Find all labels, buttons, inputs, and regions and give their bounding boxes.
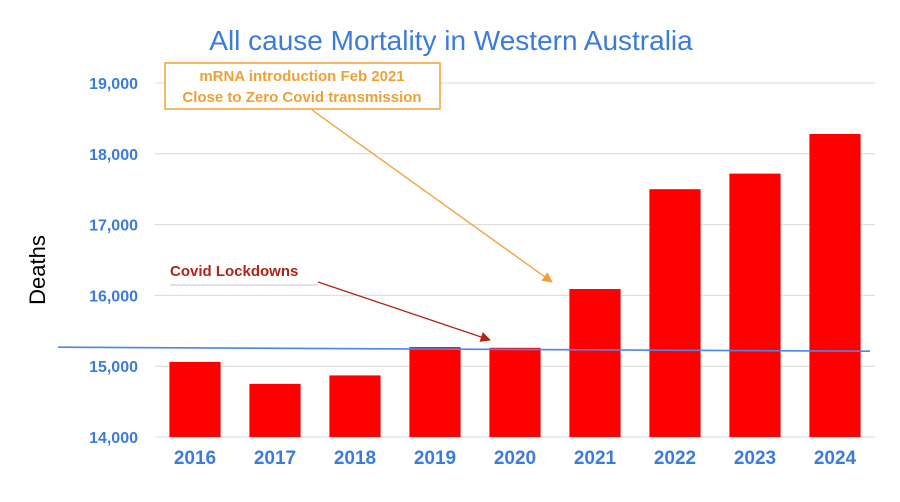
annotation-mrna-arrow: [311, 109, 553, 283]
annotation-mrna: mRNA introduction Feb 2021 Close to Zero…: [164, 62, 553, 283]
y-tick-label: 17,000: [89, 218, 138, 235]
annotation-mrna-line-2: Close to Zero Covid transmission: [182, 89, 421, 106]
bar-2019: [409, 347, 461, 437]
x-tick-label: 2020: [494, 448, 536, 469]
bar-2024: [809, 133, 861, 437]
x-tick-label: 2023: [734, 448, 776, 469]
bar-2021: [569, 289, 621, 437]
x-axis-ticks: 2016 2017 2018 2019 2020 2021 2022 2023 2024: [174, 448, 857, 469]
y-axis-ticks: 14,000 15,000 16,000 17,000 18,000 19,000: [89, 76, 138, 447]
y-tick-label: 15,000: [89, 359, 138, 376]
bar-2023: [729, 173, 781, 437]
x-tick-label: 2022: [654, 448, 696, 469]
annotation-mrna-line-1: mRNA introduction Feb 2021: [199, 68, 404, 85]
x-tick-label: 2024: [814, 448, 857, 469]
x-tick-label: 2021: [574, 448, 617, 469]
bar-2017: [249, 383, 301, 437]
bar-2020: [489, 347, 541, 437]
annotation-mrna-box: [164, 62, 441, 110]
bar-2016: [169, 361, 221, 437]
y-axis-label: Deaths: [25, 235, 50, 305]
x-tick-label: 2019: [414, 448, 456, 469]
annotation-lockdowns-label: Covid Lockdowns: [170, 263, 298, 280]
reference-line: [57, 346, 871, 353]
y-tick-label: 14,000: [89, 430, 138, 447]
y-tick-label: 19,000: [89, 76, 138, 93]
x-tick-label: 2016: [174, 448, 216, 469]
annotation-lockdowns: Covid Lockdowns: [170, 263, 491, 342]
x-tick-label: 2017: [254, 448, 296, 469]
y-tick-label: 16,000: [89, 288, 138, 305]
bars: [169, 133, 861, 437]
annotation-lockdowns-arrow: [317, 281, 491, 342]
y-tick-label: 18,000: [89, 147, 138, 164]
x-tick-label: 2018: [334, 448, 376, 469]
chart-title: All cause Mortality in Western Australia: [209, 25, 693, 56]
bar-2018: [329, 375, 381, 437]
bar-2022: [649, 189, 701, 437]
